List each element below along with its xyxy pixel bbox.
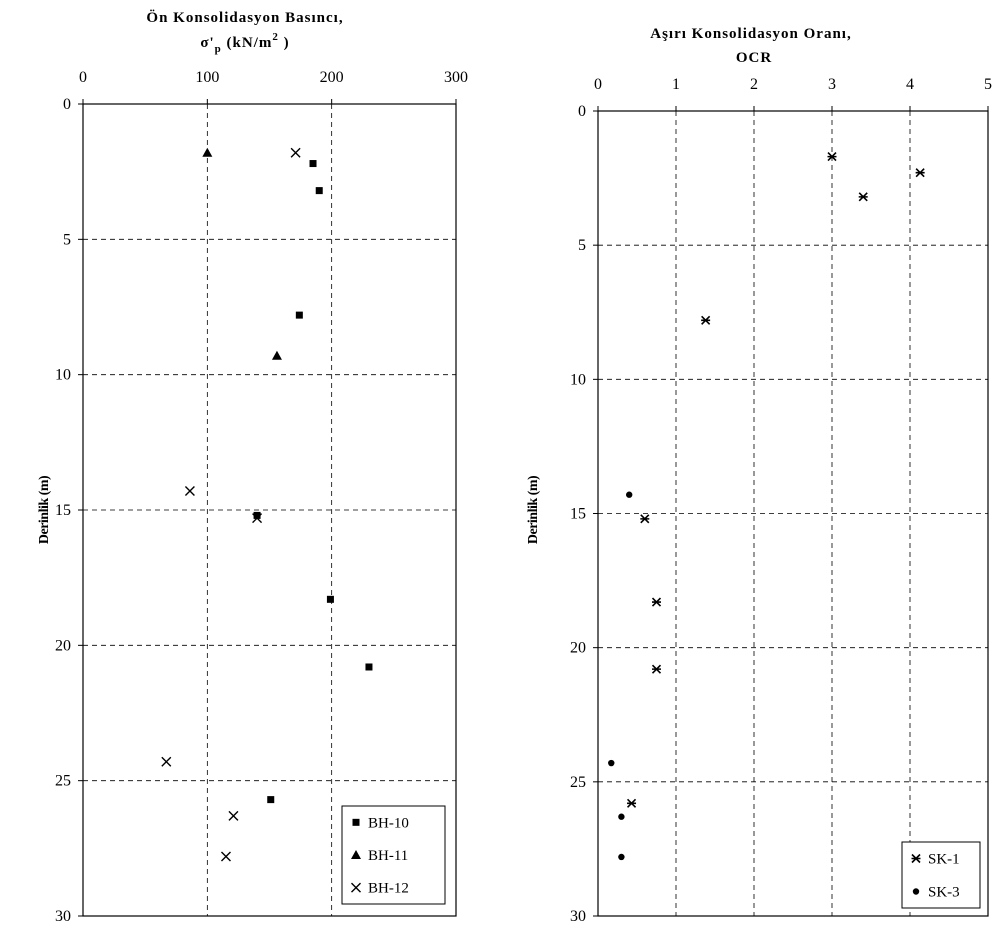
y-tick-label: 15: [570, 506, 586, 523]
series-bh-12: [161, 147, 301, 862]
data-point: [290, 147, 301, 158]
chart-title-line1: Ön Konsolidasyon Basıncı,: [146, 9, 343, 26]
y-tick-label: 20: [570, 640, 586, 657]
data-point: [618, 813, 625, 820]
data-point: [608, 759, 615, 767]
y-tick-label: 0: [63, 96, 71, 113]
legend-label: BH-12: [368, 881, 409, 897]
data-point: [309, 160, 317, 168]
x-tick-label: 3: [828, 76, 836, 93]
legend-marker: [351, 850, 361, 859]
data-point: [640, 514, 650, 524]
x-tick-label: 0: [594, 76, 602, 93]
data-point: [365, 663, 373, 671]
data-point: [161, 756, 172, 767]
data-point: [228, 810, 239, 821]
axis-ticks: 0 1 2 3 4 5 0 5 10 15 20 25 30: [570, 76, 992, 925]
data-point: [326, 595, 334, 603]
chart-preconsolidation-pressure: Ön Konsolidasyon Basıncı, σ'p (kN/m2 ) D…: [37, 9, 468, 925]
axis-ticks: 0 100 200 300 0 5 10 15 20 25 30: [55, 69, 468, 925]
y-tick-label: 0: [578, 103, 586, 120]
series-bh-11: [202, 147, 282, 360]
y-tick-label: 5: [578, 237, 586, 254]
x-tick-label: 1: [672, 76, 680, 93]
legend-box: [901, 841, 981, 909]
legend-marker: [352, 818, 360, 826]
y-tick-label: 25: [570, 774, 586, 791]
data-point: [267, 796, 275, 804]
x-tick-label: 5: [984, 76, 992, 93]
y-tick-label: 10: [55, 367, 71, 384]
series-sk-1: [626, 152, 925, 808]
legend-marker: [912, 888, 920, 895]
y-tick-label: 30: [55, 908, 71, 925]
series-bh-10: [253, 160, 373, 804]
grid-lines: [598, 111, 988, 916]
x-tick-label: 4: [906, 76, 914, 93]
data-point: [252, 513, 263, 524]
data-point: [295, 311, 303, 319]
legend-label: BH-10: [368, 815, 409, 831]
y-tick-label: 5: [63, 231, 71, 248]
y-axis-label: Derinlik (m): [526, 475, 541, 544]
y-axis-label: Derinlik (m): [37, 475, 52, 544]
data-marks: [608, 152, 925, 861]
legend-label: BH-11: [368, 848, 408, 864]
series-sk-3: [608, 491, 633, 861]
data-point: [651, 597, 662, 607]
data-point: [618, 853, 625, 861]
chart-ocr: Aşırı Konsolidasyon Oranı, OCR Derinlik …: [526, 26, 992, 925]
data-point: [701, 315, 711, 325]
data-marks: [161, 147, 373, 862]
data-point: [858, 192, 868, 202]
data-point: [202, 147, 213, 157]
legend-label: SK-1: [928, 852, 960, 868]
data-point: [253, 511, 261, 519]
data-point: [915, 168, 925, 178]
x-tick-label: 100: [195, 69, 219, 86]
y-tick-label: 25: [55, 773, 71, 790]
y-tick-label: 20: [55, 637, 71, 654]
y-tick-label: 30: [570, 908, 586, 925]
legend-marker: [351, 882, 361, 893]
data-point: [271, 350, 282, 360]
data-point: [626, 491, 633, 498]
x-tick-label: 0: [79, 69, 87, 86]
x-tick-label: 2: [750, 76, 758, 93]
y-tick-label: 15: [55, 502, 71, 519]
data-point: [220, 851, 231, 862]
data-point: [315, 187, 323, 195]
grid-lines: [83, 104, 456, 916]
data-point: [626, 798, 637, 808]
x-tick-label: 300: [444, 69, 468, 86]
data-point: [827, 152, 837, 162]
chart-title-line1: Aşırı Konsolidasyon Oranı,: [650, 26, 851, 42]
legend-label: SK-3: [928, 885, 960, 901]
legend: BH-10 BH-11 BH-12: [341, 805, 446, 905]
legend-box: [341, 805, 446, 905]
data-point: [184, 486, 195, 497]
chart-title-line2: σ'p (kN/m2 ): [200, 31, 289, 55]
y-tick-label: 10: [570, 371, 586, 388]
legend-marker: [911, 853, 921, 864]
chart-title-line2: OCR: [736, 50, 772, 66]
x-tick-label: 200: [320, 69, 344, 86]
legend: SK-1 SK-3: [901, 841, 981, 909]
data-point: [651, 664, 662, 674]
